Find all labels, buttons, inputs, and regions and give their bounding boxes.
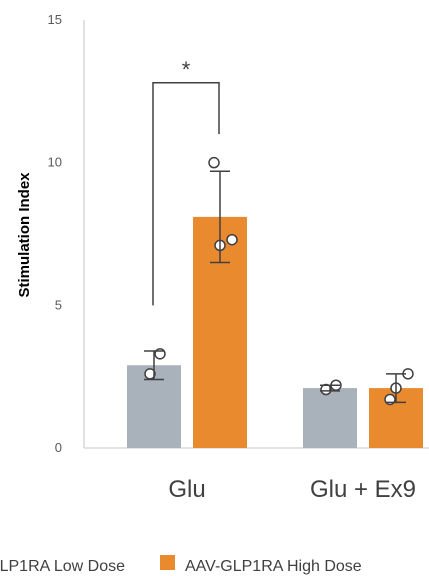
bar-glu-ex9-series-1: [303, 388, 357, 448]
data-point: [226, 233, 238, 246]
x-axis-categories: Glu Glu + Ex9: [168, 476, 416, 503]
significance-annotation: *: [152, 57, 220, 306]
data-points: [144, 156, 414, 406]
legend: AAV-GLP1RA Low Dose AAV-GLP1RA High Dose: [0, 555, 362, 575]
y-tick-label: 15: [48, 12, 62, 27]
x-category-label: Glu: [168, 476, 205, 503]
legend-label-low-dose: AAV-GLP1RA Low Dose: [0, 558, 125, 575]
y-tick-label: 10: [48, 155, 62, 170]
x-category-label: Glu + Ex9: [310, 476, 416, 503]
significance-bracket: [152, 82, 220, 306]
data-point: [208, 156, 220, 169]
y-tick-label: 5: [55, 297, 62, 312]
legend-swatch-high-dose: [160, 555, 175, 570]
error-bars: [144, 170, 406, 404]
significance-star: *: [182, 57, 191, 82]
y-axis-label: Stimulation Index: [16, 172, 33, 298]
y-tick-label: 0: [55, 440, 62, 455]
bars: [127, 216, 423, 448]
legend-label-high-dose: AAV-GLP1RA High Dose: [185, 558, 362, 575]
